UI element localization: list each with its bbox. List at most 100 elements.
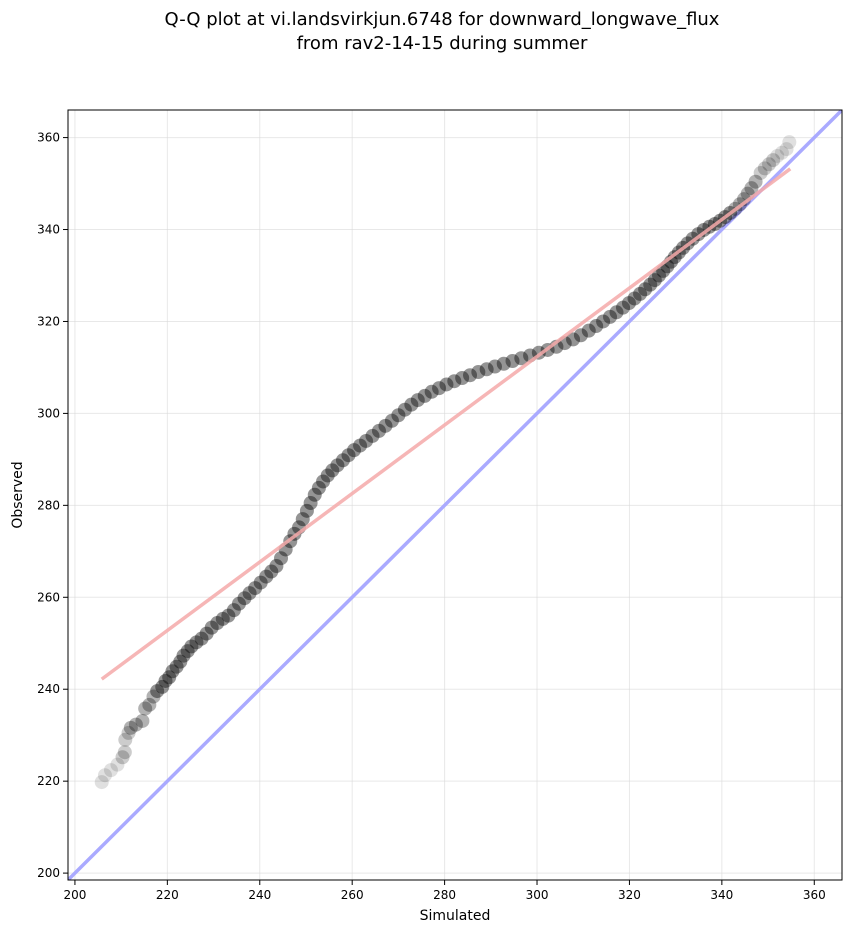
data-point bbox=[169, 659, 184, 674]
y-axis-label: Observed bbox=[10, 461, 26, 528]
data-point bbox=[770, 148, 785, 163]
data-point bbox=[221, 608, 236, 623]
data-point bbox=[135, 713, 150, 728]
x-tick-label: 260 bbox=[341, 888, 364, 902]
data-point bbox=[397, 402, 412, 417]
data-point bbox=[359, 433, 374, 448]
y-tick-label: 360 bbox=[37, 131, 60, 145]
data-point bbox=[307, 487, 322, 502]
data-point bbox=[627, 291, 642, 306]
data-point bbox=[165, 664, 180, 679]
y-tick-label: 240 bbox=[37, 682, 60, 696]
x-tick-label: 320 bbox=[618, 888, 641, 902]
data-point bbox=[189, 635, 204, 650]
data-point bbox=[118, 732, 133, 747]
data-point bbox=[621, 296, 636, 311]
data-point bbox=[194, 631, 209, 646]
y-axis-ticks: 200 220 240 260 280 300 320 340 360 bbox=[37, 131, 68, 880]
data-point bbox=[231, 596, 246, 611]
fit-line-layer bbox=[100, 167, 792, 681]
linear-fit-line bbox=[100, 167, 792, 681]
data-point bbox=[417, 388, 432, 403]
data-point bbox=[184, 639, 199, 654]
data-point bbox=[311, 480, 326, 495]
data-point bbox=[150, 684, 165, 699]
data-point bbox=[371, 423, 386, 438]
data-point bbox=[176, 648, 191, 663]
data-point bbox=[115, 750, 130, 765]
data-point bbox=[633, 286, 648, 301]
data-point bbox=[365, 428, 380, 443]
data-point bbox=[782, 135, 797, 150]
data-point bbox=[242, 586, 257, 601]
data-point bbox=[514, 351, 529, 366]
data-point bbox=[404, 397, 419, 412]
data-point bbox=[463, 368, 478, 383]
data-point bbox=[146, 689, 161, 704]
data-point bbox=[748, 174, 763, 189]
data-point bbox=[609, 305, 624, 320]
data-point bbox=[274, 551, 289, 566]
y-tick-label: 280 bbox=[37, 498, 60, 512]
data-point bbox=[199, 626, 214, 641]
data-point bbox=[391, 408, 406, 423]
data-point bbox=[615, 300, 630, 315]
x-tick-label: 200 bbox=[63, 888, 86, 902]
data-point bbox=[647, 273, 662, 288]
y-tick-label: 260 bbox=[37, 590, 60, 604]
plot-frame bbox=[67, 109, 843, 881]
x-tick-label: 300 bbox=[526, 888, 549, 902]
data-point bbox=[253, 575, 268, 590]
data-point bbox=[757, 161, 772, 176]
data-point bbox=[378, 418, 393, 433]
data-point bbox=[566, 332, 581, 347]
data-point bbox=[330, 458, 345, 473]
data-point bbox=[471, 365, 486, 380]
data-point bbox=[603, 309, 618, 324]
data-point bbox=[123, 720, 138, 735]
data-point bbox=[269, 559, 284, 574]
data-point bbox=[325, 463, 340, 478]
data-point bbox=[142, 697, 157, 712]
data-point bbox=[264, 564, 279, 579]
data-point bbox=[210, 616, 225, 631]
data-point bbox=[97, 768, 112, 783]
y-tick-label: 300 bbox=[37, 406, 60, 420]
reference-lines bbox=[68, 110, 842, 880]
data-point bbox=[496, 356, 511, 371]
data-point bbox=[479, 362, 494, 377]
data-point bbox=[316, 474, 331, 489]
data-point bbox=[347, 443, 362, 458]
data-point bbox=[299, 503, 314, 518]
x-tick-label: 360 bbox=[803, 888, 826, 902]
chart-title-line-2: from rav2-14-15 during summer bbox=[297, 33, 588, 54]
x-tick-label: 340 bbox=[710, 888, 733, 902]
data-point bbox=[226, 603, 241, 618]
data-point bbox=[94, 775, 109, 790]
data-point bbox=[215, 611, 230, 626]
data-point bbox=[128, 717, 143, 732]
grid-lines bbox=[68, 110, 842, 880]
x-tick-label: 220 bbox=[156, 888, 179, 902]
x-tick-label: 280 bbox=[433, 888, 456, 902]
data-point bbox=[204, 620, 219, 635]
y-tick-label: 220 bbox=[37, 774, 60, 788]
data-point bbox=[384, 413, 399, 428]
data-point bbox=[581, 323, 596, 338]
x-axis-label: Simulated bbox=[420, 908, 491, 924]
data-point bbox=[596, 314, 611, 329]
data-point bbox=[774, 145, 789, 160]
x-axis-ticks: 200 220 240 260 280 300 320 340 360 bbox=[63, 880, 826, 902]
data-point bbox=[424, 384, 439, 399]
data-point bbox=[110, 757, 125, 772]
chart-title-line-1: Q-Q plot at vi.landsvirkjun.6748 for dow… bbox=[165, 9, 720, 30]
data-point bbox=[652, 268, 667, 283]
data-point bbox=[638, 282, 653, 297]
data-point bbox=[138, 701, 153, 716]
y-tick-label: 320 bbox=[37, 314, 60, 328]
data-point bbox=[259, 569, 274, 584]
data-point bbox=[335, 453, 350, 468]
data-point bbox=[173, 654, 188, 669]
data-point bbox=[573, 328, 588, 343]
